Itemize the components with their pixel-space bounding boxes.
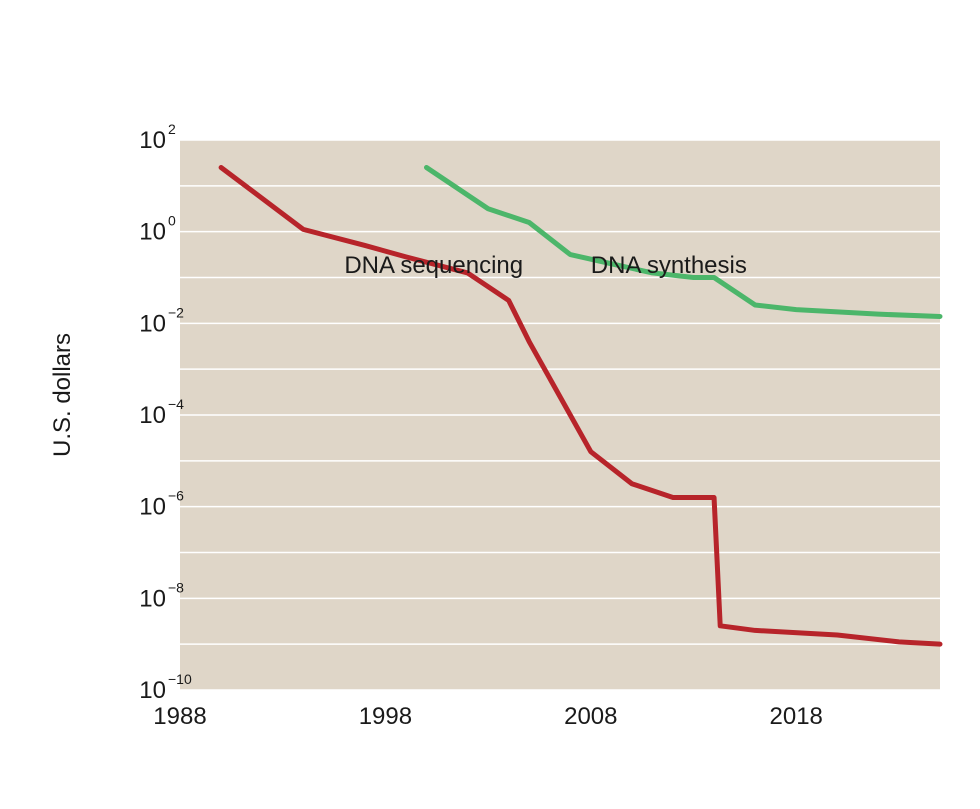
y-tick-exp: −10 [168,671,192,687]
y-tick-exp: −4 [168,396,184,412]
synthesis-label: DNA synthesis [591,252,747,279]
y-tick-exp: −8 [168,579,184,595]
x-tick: 2008 [564,703,617,730]
y-tick-base: 10 [139,585,166,612]
y-tick-base: 10 [139,310,166,337]
x-tick: 1998 [359,703,412,730]
x-tick: 2018 [770,703,823,730]
chart-svg: 10210010−210−410−610−810−101988199820082… [0,0,980,809]
y-tick-base: 10 [139,219,166,246]
y-tick-exp: −2 [168,304,184,320]
y-tick-exp: 2 [168,121,176,137]
sequencing-label: DNA sequencing [344,252,523,279]
y-axis-label: U.S. dollars [49,333,76,457]
y-tick-base: 10 [139,677,166,704]
y-tick-base: 10 [139,402,166,429]
y-tick-exp: −6 [168,488,184,504]
y-tick-exp: 0 [168,213,176,229]
dna-cost-chart: 10210010−210−410−610−810−101988199820082… [0,0,980,809]
y-tick-base: 10 [139,127,166,154]
x-tick: 1988 [153,703,206,730]
y-tick-base: 10 [139,494,166,521]
